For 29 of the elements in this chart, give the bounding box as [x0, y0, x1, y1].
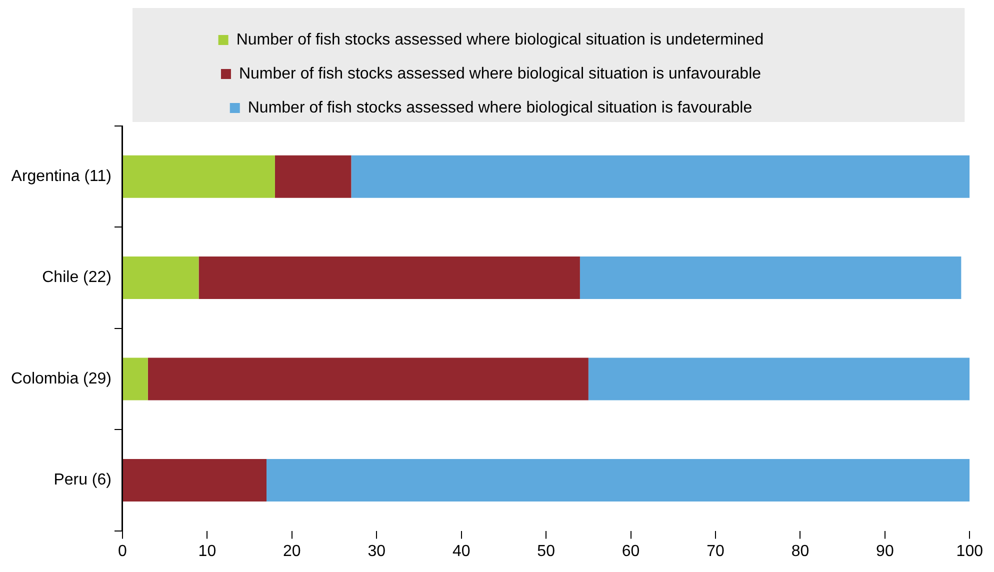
x-tick-label: 60: [622, 542, 640, 560]
y-tick-label: Chile (22): [42, 269, 112, 286]
y-tick-label: Peru (6): [54, 472, 112, 489]
x-tick-label: 90: [876, 542, 894, 560]
bar: [588, 358, 970, 400]
x-tick-label: 80: [791, 542, 810, 560]
bar: [122, 155, 275, 198]
bar: [580, 256, 962, 300]
x-tick-label: 10: [198, 542, 216, 560]
x-tick-label: 70: [706, 542, 724, 560]
x-tick-label: 0: [118, 542, 128, 560]
y-tick-label: Colombia (29): [11, 370, 112, 388]
x-tick-label: 50: [537, 542, 556, 560]
bar: [122, 458, 267, 502]
y-tick-label: Argentina (11): [11, 168, 112, 186]
bar: [122, 358, 148, 400]
bar: [198, 256, 580, 300]
x-tick-label: 30: [368, 542, 386, 560]
legend-label: Number of fish stocks assessed where biological situation is undetermined: [236, 31, 764, 48]
x-tick-label: 40: [452, 542, 470, 560]
bar: [266, 458, 970, 502]
legend-label: Number of fish stocks assessed where biological situation is unfavourable: [238, 65, 762, 82]
x-tick-label: 20: [283, 542, 301, 560]
bar: [274, 155, 352, 198]
bar: [148, 358, 588, 400]
x-tick-label: 100: [956, 542, 984, 560]
legend-label: Number of fish stocks assessed where biological situation is favourable: [248, 99, 752, 116]
bar: [122, 256, 199, 300]
bar: [351, 155, 970, 198]
